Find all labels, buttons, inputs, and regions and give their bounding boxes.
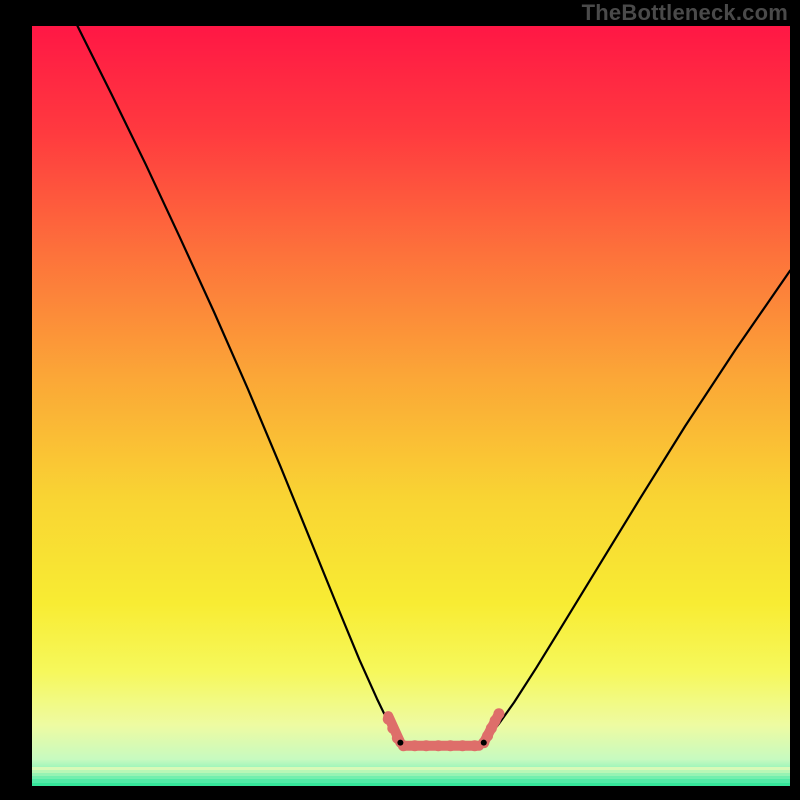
floor-marker-dot [481,740,487,746]
floor-marker-dot [445,740,456,751]
floor-marker-dot [387,723,398,734]
frame-border-bottom [0,786,800,800]
floor-marker-dot [397,740,403,746]
bottleneck-curve-branch [487,271,790,739]
watermark-text: TheBottleneck.com [582,0,788,26]
frame-border-right [790,0,800,800]
floor-marker-dot [421,740,432,751]
floor-marker-dot [493,708,504,719]
chart-svg-layer [0,0,800,800]
floor-marker-dot [457,740,468,751]
floor-marker-dot [433,740,444,751]
bottleneck-curve-branch [77,26,398,739]
frame-border-left [0,0,32,800]
floor-marker-dot [409,740,420,751]
